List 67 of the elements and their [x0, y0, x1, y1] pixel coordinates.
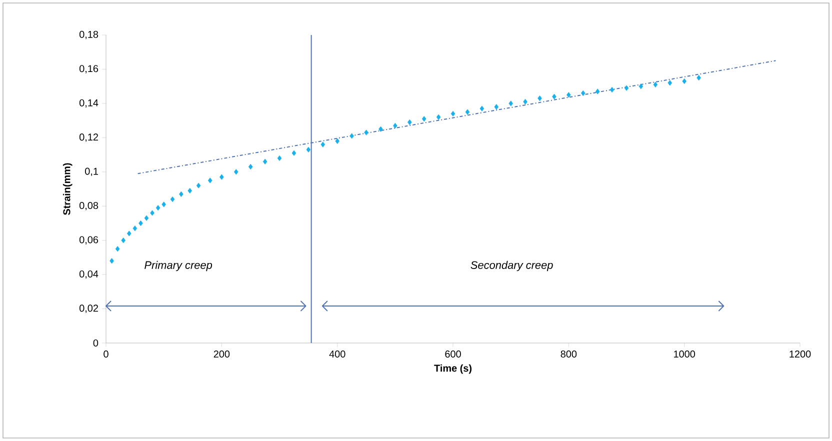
point: [610, 86, 614, 93]
point: [150, 210, 154, 216]
y-tick-label: 0,12: [79, 134, 98, 142]
point: [465, 109, 470, 115]
point: [248, 164, 253, 170]
point: [407, 119, 412, 126]
point: [121, 238, 126, 244]
point: [508, 100, 513, 106]
x-tick-label: 200: [214, 350, 230, 358]
point: [422, 116, 426, 122]
x-tick-label: 800: [560, 350, 577, 358]
point: [208, 178, 212, 184]
point: [566, 92, 571, 98]
y-tick-label: 0,16: [79, 65, 98, 74]
point: [538, 96, 542, 102]
point: [393, 122, 398, 128]
point: [595, 88, 600, 94]
point: [126, 230, 132, 236]
point: [638, 84, 644, 90]
point: [436, 114, 441, 120]
point: [132, 226, 138, 232]
point: [320, 142, 326, 148]
y-axis-title: Strain(mm): [62, 163, 72, 216]
point: [170, 196, 175, 202]
point: [156, 205, 160, 211]
y-tick-label: 0,06: [79, 236, 98, 244]
point: [115, 246, 120, 252]
y-tick-label: 0,1: [85, 168, 98, 176]
point: [494, 104, 499, 110]
point: [110, 258, 114, 264]
point: [162, 202, 166, 208]
point: [179, 191, 184, 197]
annotation: Primary creep: [144, 260, 212, 272]
y-tick-label: 0,08: [79, 202, 98, 210]
point: [624, 85, 629, 91]
point: [277, 155, 282, 161]
x-tick-label: 0: [104, 350, 108, 358]
y-tick-label: 0,02: [79, 304, 98, 313]
x-tick-label: 1200: [790, 350, 811, 358]
point: [262, 158, 268, 164]
point: [220, 174, 224, 180]
point: [653, 82, 658, 88]
point: [682, 78, 686, 84]
point: [668, 80, 672, 86]
x-tick-label: 1000: [674, 350, 696, 358]
point: [450, 110, 456, 117]
point: [306, 146, 311, 152]
x-tick-label: 600: [445, 350, 461, 358]
x-axis-title: Time (s): [434, 364, 472, 374]
y-tick-label: 0,18: [79, 30, 98, 40]
y-tick-label: 0: [93, 339, 98, 347]
point: [480, 106, 484, 112]
point: [234, 169, 238, 175]
point: [364, 130, 368, 136]
annotation: Secondary creep: [470, 260, 553, 272]
point: [335, 138, 340, 144]
point: [188, 188, 192, 194]
y-tick-label: 0,04: [79, 270, 98, 279]
x-tick-label: 400: [329, 350, 346, 358]
point: [292, 150, 296, 156]
point: [378, 126, 383, 132]
point: [580, 90, 586, 96]
y-tick-label: 0,14: [79, 99, 98, 108]
point: [552, 94, 556, 100]
point: [350, 133, 354, 139]
point: [196, 182, 201, 188]
point: [144, 215, 149, 221]
